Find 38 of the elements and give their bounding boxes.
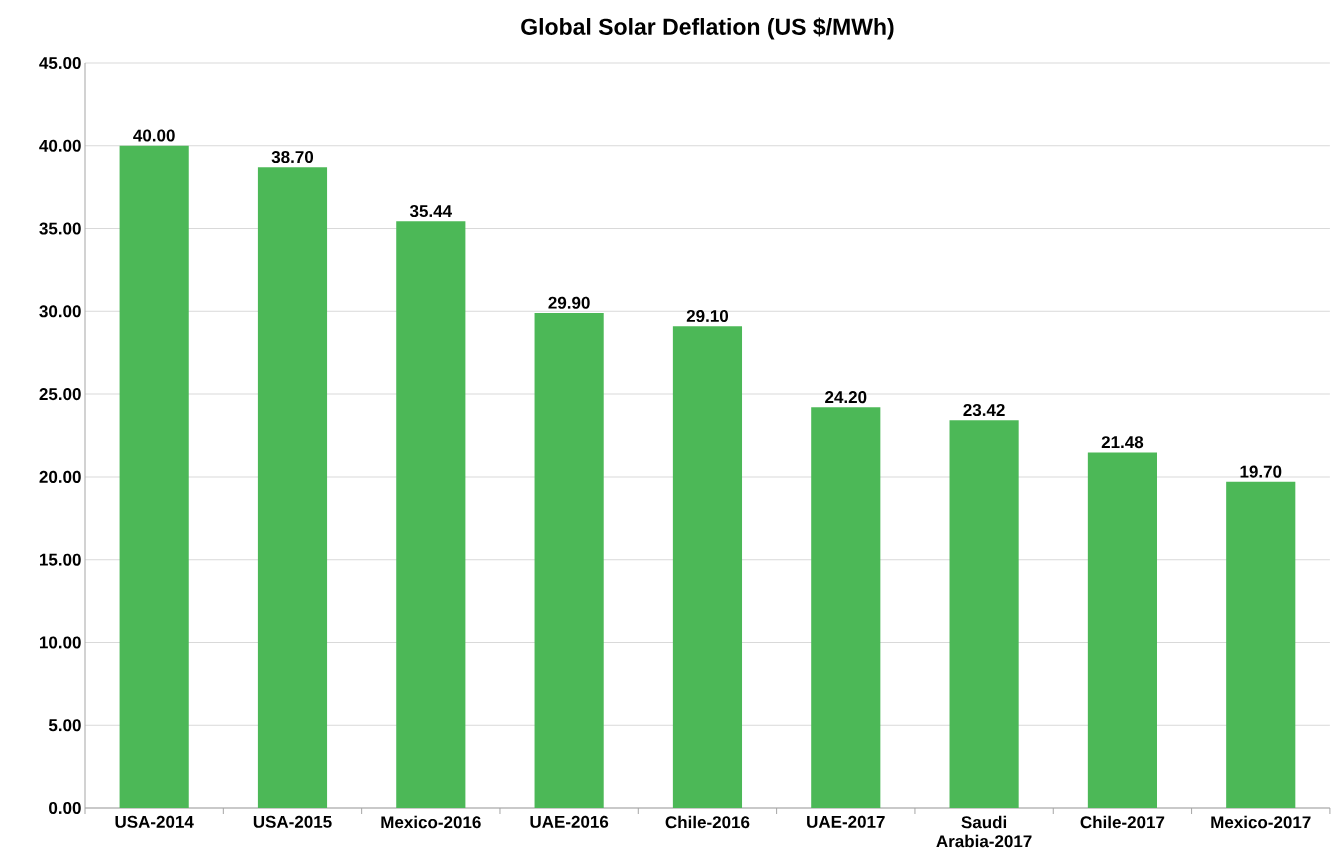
y-tick-label: 30.00: [39, 305, 81, 318]
bar: [257, 167, 328, 808]
x-tick-label: USA-2014: [115, 815, 194, 828]
y-tick-label: 15.00: [39, 553, 81, 566]
y-tick-label: 20.00: [39, 470, 81, 483]
data-label: 24.20: [825, 391, 867, 404]
x-tick-label: Mexico-2017: [1211, 815, 1311, 829]
y-tick-label: 5.00: [48, 719, 81, 732]
bar: [119, 145, 189, 808]
bar: [811, 407, 881, 808]
data-label: 21.48: [1101, 436, 1144, 449]
x-tick-label: Saudi Arabia-2017: [936, 815, 1032, 848]
bar: [1226, 481, 1296, 808]
x-tick-label: UAE-2017: [807, 815, 885, 828]
x-tick-label: Chile-2016: [665, 815, 750, 829]
y-tick-label: 10.00: [39, 636, 81, 649]
data-label: 19.70: [1240, 465, 1282, 478]
data-label: 29.90: [548, 296, 590, 309]
bar: [534, 312, 604, 808]
bar: [949, 420, 1019, 808]
bar: [672, 326, 743, 808]
bar: [396, 221, 466, 808]
x-tick-label: Chile-2017: [1080, 815, 1165, 829]
data-label: 40.00: [133, 129, 175, 142]
data-label: 35.44: [409, 205, 452, 218]
x-tick-label: Mexico-2016: [381, 815, 481, 829]
y-tick-label: 0.00: [49, 801, 81, 815]
data-label: 29.10: [686, 309, 729, 323]
bar: [1087, 452, 1157, 808]
y-tick-label: 25.00: [39, 388, 81, 401]
data-label: 23.42: [963, 404, 1005, 417]
chart-title: Global Solar Deflation (US $/MWh): [521, 17, 894, 40]
y-tick-label: 40.00: [39, 139, 81, 152]
y-tick-label: 35.00: [39, 222, 81, 235]
x-tick-label: USA-2015: [253, 815, 332, 828]
data-label: 38.70: [271, 151, 314, 164]
x-tick-label: UAE-2016: [530, 815, 609, 828]
y-tick-label: 45.00: [39, 56, 81, 70]
